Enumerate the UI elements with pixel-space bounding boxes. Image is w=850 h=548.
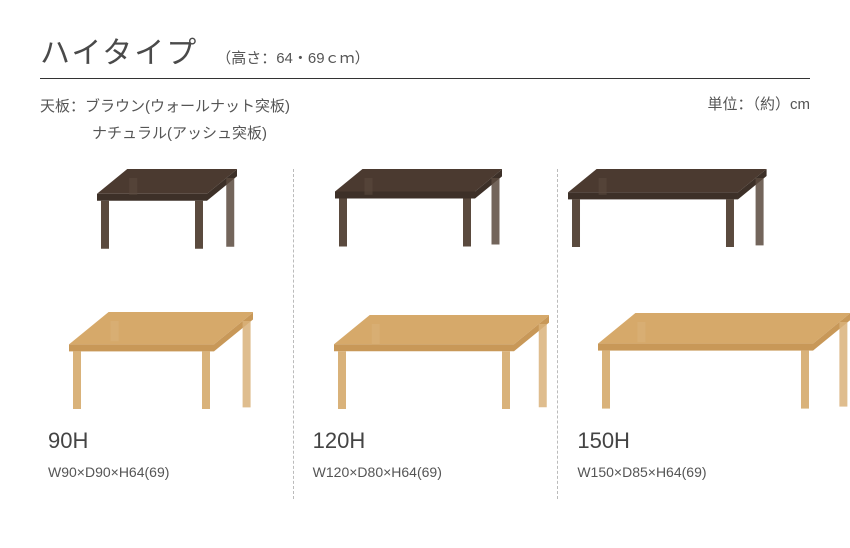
dimensions-text: W150×D85×H64(69) [569, 464, 706, 480]
table-brown [568, 169, 767, 252]
table-brown [335, 169, 503, 252]
table-image-pair [40, 169, 281, 414]
column-divider [557, 169, 558, 499]
table-image-pair [569, 169, 810, 414]
page-subtitle: （高さ：64・69ｃｍ） [216, 47, 369, 68]
dimensions-text: W90×D90×H64(69) [40, 464, 169, 480]
model-label: 150H [569, 428, 630, 454]
table-natural [598, 313, 850, 414]
product-column: 120H W120×D80×H64(69) [293, 169, 558, 480]
product-columns: 90H W90×D90×H64(69) 120H W120×D80×H64(69) 15… [40, 169, 810, 480]
model-label: 90H [40, 428, 88, 454]
table-natural [69, 312, 254, 414]
material-line2: ナチュラル(アッシュ突板) [40, 120, 290, 147]
material-line1: 天板：ブラウン(ウォールナット突板) [40, 93, 290, 120]
table-natural [334, 315, 550, 414]
column-divider [293, 169, 294, 499]
product-column: 90H W90×D90×H64(69) [40, 169, 293, 480]
info-row: 天板：ブラウン(ウォールナット突板) ナチュラル(アッシュ突板) 単位：（約）c… [40, 93, 810, 147]
table-image-pair [305, 169, 546, 414]
material-info: 天板：ブラウン(ウォールナット突板) ナチュラル(アッシュ突板) [40, 93, 290, 147]
page-title: ハイタイプ [40, 28, 198, 72]
header: ハイタイプ （高さ：64・69ｃｍ） [40, 28, 810, 79]
table-brown [97, 169, 237, 254]
model-label: 120H [305, 428, 366, 454]
dimensions-text: W120×D80×H64(69) [305, 464, 442, 480]
unit-label: 単位：（約）cm [708, 93, 811, 147]
product-column: 150H W150×D85×H64(69) [557, 169, 810, 480]
